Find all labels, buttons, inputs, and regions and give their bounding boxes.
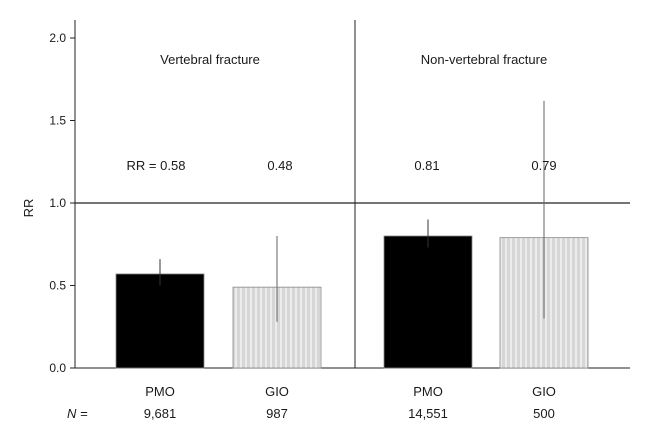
rr-label: 0.79 [531,158,556,173]
y-tick-label: 2.0 [49,31,66,45]
panel-title: Vertebral fracture [160,52,260,67]
y-tick-label: 1.0 [49,196,66,210]
bar [383,235,473,369]
rr-label: RR = 0.58 [127,158,186,173]
x-tick-label: PMO [145,384,175,399]
y-tick-label: 1.5 [49,114,66,128]
panel-2: Non-vertebral fracture 0.81 PMO 14,551 0.79 G… [383,52,589,421]
y-axis: 0.0 0.5 1.0 1.5 2.0 [49,20,630,375]
y-tick-label: 0.5 [49,279,66,293]
n-value: 500 [533,406,555,421]
n-value: 9,681 [144,406,177,421]
rr-label: 0.81 [414,158,439,173]
n-value: 14,551 [408,406,448,421]
chart-panels: Vertebral fracture RR = 0.58 PMO 9,681 0.48 G… [115,52,589,421]
x-tick-label: PMO [413,384,443,399]
n-label: N = [67,406,88,421]
rr-label: 0.48 [267,158,292,173]
y-tick-label: 0.0 [49,361,66,375]
x-tick-label: GIO [532,384,556,399]
y-axis-label: RR [21,199,36,218]
panel-1: Vertebral fracture RR = 0.58 PMO 9,681 0.48 G… [115,52,322,421]
bar [115,273,205,369]
panel-title: Non-vertebral fracture [421,52,547,67]
x-tick-label: GIO [265,384,289,399]
n-value: 987 [266,406,288,421]
